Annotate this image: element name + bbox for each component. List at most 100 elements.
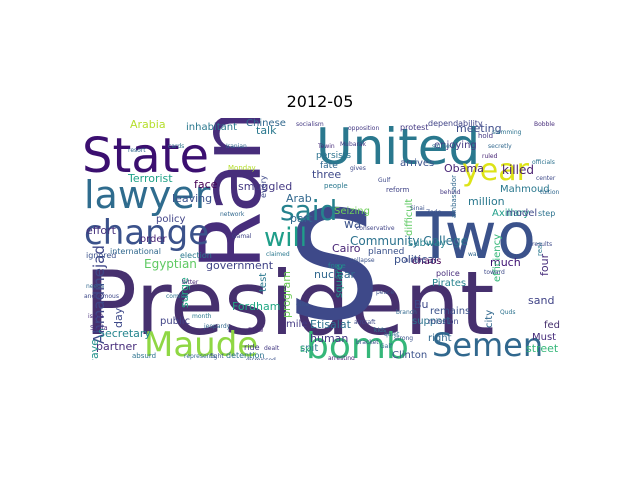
cloud-word: subway bbox=[408, 238, 446, 249]
cloud-word: step bbox=[538, 209, 555, 218]
cloud-word: police bbox=[436, 269, 460, 278]
cloud-word: dealt bbox=[264, 345, 280, 352]
cloud-word: three bbox=[312, 168, 341, 181]
cloud-word: Fordham bbox=[232, 300, 280, 313]
cloud-word: ruled bbox=[482, 153, 498, 160]
cloud-word: wave bbox=[88, 339, 101, 360]
cloud-word: Cairo bbox=[332, 242, 361, 255]
cloud-word: Monday bbox=[228, 164, 256, 172]
cloud-word: cards bbox=[168, 143, 184, 150]
cloud-word: Sinai bbox=[410, 205, 425, 212]
cloud-word: Quds bbox=[500, 309, 515, 316]
cloud-word: million bbox=[468, 195, 505, 208]
cloud-word: toward bbox=[484, 269, 505, 276]
cloud-word: conservative bbox=[356, 225, 395, 232]
cloud-word: persists bbox=[316, 151, 351, 161]
cloud-word: Obama bbox=[444, 162, 484, 175]
cloud-word: jeopardy bbox=[203, 323, 231, 330]
cloud-word: hold bbox=[478, 132, 493, 140]
cloud-word: face bbox=[194, 178, 218, 191]
cloud-word: Duke bbox=[248, 327, 264, 334]
cloud-word: election bbox=[180, 251, 212, 260]
cloud-word: aircraft bbox=[354, 319, 376, 326]
cloud-word: Semen bbox=[432, 326, 543, 360]
cloud-word: ambassador bbox=[450, 175, 458, 218]
cloud-word: said bbox=[280, 194, 337, 227]
cloud-word: Clinton bbox=[392, 350, 427, 360]
cloud-word: street bbox=[526, 342, 559, 355]
cloud-word: war bbox=[468, 251, 480, 258]
cloud-word: State bbox=[82, 128, 209, 184]
cloud-word: spit bbox=[300, 343, 318, 354]
cloud-word: Bu bbox=[414, 298, 429, 311]
cloud-word: sand bbox=[528, 294, 554, 307]
cloud-word: test bbox=[258, 273, 269, 292]
cloud-word: gives bbox=[350, 165, 366, 172]
cloud-word: Secretary bbox=[98, 327, 151, 340]
cloud-word: Seizing bbox=[334, 206, 370, 217]
cloud-word: Gulf bbox=[378, 177, 391, 184]
cloud-word: partner bbox=[96, 340, 137, 353]
cloud-word: branch bbox=[396, 309, 417, 316]
cloud-word: officials bbox=[532, 159, 555, 166]
cloud-word: bracket bbox=[356, 339, 379, 346]
cloud-word: political bbox=[394, 253, 437, 266]
cloud-word: Bobble bbox=[534, 121, 555, 128]
cloud-word: change bbox=[84, 213, 209, 253]
cloud-word: opposition bbox=[348, 125, 379, 132]
cloud-word: year bbox=[462, 153, 530, 188]
cloud-word: elite bbox=[296, 301, 309, 308]
cloud-word: detention bbox=[226, 351, 264, 360]
cloud-word: airline bbox=[404, 256, 426, 264]
cloud-word: Mubarak bbox=[340, 141, 367, 148]
cloud-word: ride bbox=[244, 343, 260, 352]
cloud-word: issue bbox=[88, 313, 104, 320]
cloud-word: city bbox=[484, 310, 495, 328]
cloud-word: Terrorist bbox=[127, 172, 173, 185]
cloud-word: Axillary bbox=[492, 208, 529, 219]
cloud-word: peace bbox=[376, 289, 394, 296]
cloud-word: Gamal bbox=[232, 233, 252, 240]
cloud-word: collapse bbox=[350, 257, 375, 264]
cloud-word: Zade bbox=[426, 209, 442, 216]
cloud-word: strong bbox=[394, 335, 413, 342]
cloud-word: coming bbox=[166, 293, 188, 300]
cloud-word: quiet bbox=[384, 331, 400, 338]
word-cloud: President S Two Ran United State lawyer change b… bbox=[80, 118, 560, 360]
cloud-word: square bbox=[334, 264, 345, 298]
cloud-word: remains bbox=[430, 306, 470, 317]
cloud-word: results bbox=[532, 241, 552, 248]
cloud-word: smuggled bbox=[238, 180, 292, 193]
figure-title: 2012-05 bbox=[286, 92, 354, 111]
cloud-word: lawyer bbox=[84, 173, 211, 217]
cloud-word: Ran bbox=[182, 118, 280, 270]
cloud-word: network bbox=[220, 211, 245, 218]
cloud-word: nuclear bbox=[314, 268, 356, 281]
cloud-word: enjoying bbox=[434, 140, 477, 151]
cloud-word: real bbox=[536, 243, 544, 256]
cloud-word: resort bbox=[128, 147, 146, 154]
cloud-word: Must bbox=[532, 332, 556, 343]
cloud-word: Arabia bbox=[130, 118, 166, 131]
cloud-word: wa bbox=[344, 217, 361, 231]
cloud-word: Chinese bbox=[246, 118, 286, 129]
cloud-word: Tewin bbox=[317, 143, 335, 150]
cloud-word: support bbox=[412, 316, 450, 327]
cloud-word: right bbox=[428, 333, 452, 344]
cloud-word: behind bbox=[440, 189, 461, 196]
cloud-word: chaos bbox=[412, 256, 441, 267]
cloud-word: President bbox=[84, 252, 494, 355]
cloud-word: fight bbox=[210, 353, 224, 360]
cloud-word: Galf bbox=[380, 343, 393, 350]
cloud-word: Mahmoud bbox=[500, 184, 550, 195]
cloud-word: dismissed bbox=[246, 357, 276, 360]
cloud-word: slamming bbox=[492, 129, 522, 136]
cloud-word: center bbox=[536, 175, 556, 182]
cloud-word: order bbox=[140, 234, 168, 245]
cloud-word: socialism bbox=[296, 121, 324, 128]
cloud-word: meeting bbox=[456, 122, 502, 135]
cloud-word: human bbox=[310, 332, 348, 345]
cloud-word: model bbox=[506, 208, 537, 219]
cloud-word: planned bbox=[368, 247, 404, 257]
cloud-word: mile bbox=[286, 319, 307, 330]
